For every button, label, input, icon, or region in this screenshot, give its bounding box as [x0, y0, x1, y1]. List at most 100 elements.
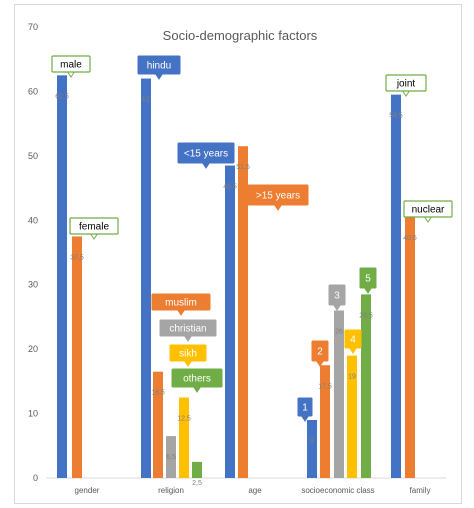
callout-muslim: muslim — [151, 293, 211, 316]
callout-2: 2 — [311, 340, 329, 367]
callout-label: 4 — [350, 335, 356, 346]
bar-age-2 — [238, 146, 248, 478]
y-axis: 0 10 20 30 40 50 60 70 — [28, 22, 446, 483]
bar-family-2 — [405, 217, 415, 479]
bar-age-1 — [225, 165, 235, 478]
callout-box — [137, 55, 181, 75]
y-tick-label: 20 — [28, 344, 38, 354]
callout-label: nuclear — [412, 205, 445, 216]
y-tick-label: 50 — [28, 151, 38, 161]
callout-label: hindu — [147, 61, 171, 72]
y-tick-label: 30 — [28, 280, 38, 290]
bars — [57, 75, 415, 479]
data-label: 40,5 — [403, 235, 417, 242]
callout-4: 4 — [344, 329, 362, 354]
callout-sikh: sikh — [169, 344, 207, 367]
y-tick-label: 0 — [33, 473, 38, 483]
y-tick-label: 70 — [28, 22, 38, 32]
data-label: 37,5 — [70, 254, 84, 261]
bar-religion-3 — [166, 436, 176, 478]
data-label: 19 — [348, 374, 356, 381]
callout-box — [385, 74, 427, 92]
y-tick-label: 60 — [28, 86, 38, 96]
bar-socioeconomic-class-4 — [347, 355, 357, 478]
x-category-label: gender — [75, 486, 100, 495]
callout-nuclear: nuclear — [403, 200, 453, 223]
data-label: 2,5 — [192, 480, 202, 487]
y-tick-label: 40 — [28, 215, 38, 225]
callout-label: joint — [396, 79, 416, 90]
bar-socioeconomic-class-5 — [361, 294, 371, 478]
x-category-label: religion — [158, 486, 184, 495]
data-label: 51,5 — [236, 164, 250, 171]
callout-label: 3 — [334, 291, 340, 302]
callout-label: female — [79, 222, 109, 233]
callout-male: male — [51, 55, 91, 78]
callout-label: 2 — [317, 347, 323, 358]
callout-box — [177, 142, 235, 164]
callout-christian: christian — [159, 319, 217, 342]
callout-label: 5 — [365, 274, 371, 285]
bar-religion-1 — [141, 78, 151, 479]
callout-female: female — [69, 217, 119, 240]
data-label: 12,5 — [177, 415, 191, 422]
callout-box — [169, 344, 207, 362]
bar-socioeconomic-class-1 — [307, 420, 317, 478]
callout-others: others — [171, 368, 223, 393]
chart-title: Socio-demographic factors — [163, 28, 318, 43]
callout--15-years: >15 years — [247, 184, 309, 211]
bar-religion-5 — [192, 461, 202, 478]
callout-label: sikh — [179, 349, 197, 360]
callout-box — [328, 284, 346, 306]
bar-religion-4 — [179, 397, 189, 478]
category-labels: gender religion age socioeconomic class fami… — [75, 486, 431, 495]
x-category-label: age — [248, 486, 262, 495]
callout-box — [159, 319, 217, 337]
callout-box — [247, 184, 309, 206]
data-label: 48,5 — [223, 184, 237, 191]
x-category-label: socioeconomic class — [301, 486, 374, 495]
data-label: 62 — [142, 97, 150, 104]
data-label: 59,5 — [389, 113, 403, 120]
callout-label: muslim — [165, 298, 197, 309]
value-labels: 62,5 37,5 62 16,5 6,5 12,5 2,5 48,5 51,5 9 17,5 26 1… — [55, 93, 417, 487]
callout-1: 1 — [297, 397, 313, 422]
callout-label: christian — [169, 324, 206, 335]
bar-religion-2 — [153, 371, 163, 478]
callout-label: >15 years — [256, 191, 300, 202]
data-label: 28,5 — [359, 312, 373, 319]
callout-label: others — [183, 374, 211, 385]
callout-label: male — [60, 60, 82, 71]
chart-frame — [14, 4, 462, 504]
callout-box — [151, 293, 211, 311]
callout-hindu: hindu — [137, 55, 181, 80]
callouts: male female hindu muslim christian sikh others… — [51, 55, 453, 422]
callout-box — [344, 329, 362, 349]
bar-family-1 — [391, 94, 401, 479]
callout-box — [297, 397, 313, 417]
x-category-label: family — [410, 486, 431, 495]
bar-socioeconomic-class-2 — [320, 365, 330, 478]
callout-box — [403, 200, 453, 218]
callout--15-years: <15 years — [177, 142, 235, 169]
callout-label: <15 years — [184, 149, 228, 160]
callout-box — [311, 340, 329, 362]
data-label: 16,5 — [151, 390, 165, 397]
callout-box — [171, 368, 223, 388]
data-label: 6,5 — [166, 454, 176, 461]
data-label: 9 — [310, 438, 314, 445]
bar-gender-1 — [57, 75, 67, 479]
callout-label: 1 — [302, 403, 308, 414]
bar-socioeconomic-class-3 — [334, 310, 344, 478]
callout-box — [69, 217, 119, 235]
callout-box — [51, 55, 91, 73]
callout-joint: joint — [385, 74, 427, 97]
callout-3: 3 — [328, 284, 346, 311]
data-label: 26 — [335, 328, 343, 335]
data-label: 17,5 — [318, 383, 332, 390]
y-tick-label: 10 — [28, 409, 38, 419]
data-label: 62,5 — [55, 93, 69, 100]
callout-5: 5 — [359, 267, 377, 294]
bar-gender-2 — [72, 236, 82, 478]
